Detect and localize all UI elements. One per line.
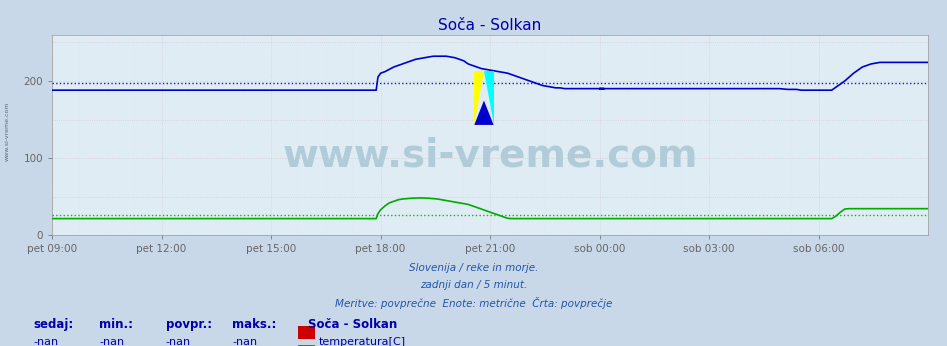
Text: Soča - Solkan: Soča - Solkan [308,318,397,331]
Text: maks.:: maks.: [232,318,277,331]
Text: Meritve: povprečne  Enote: metrične  Črta: povprečje: Meritve: povprečne Enote: metrične Črta:… [335,297,612,309]
Text: -nan: -nan [232,337,258,346]
Text: www.si-vreme.com: www.si-vreme.com [282,136,698,174]
Text: min.:: min.: [99,318,134,331]
Text: www.si-vreme.com: www.si-vreme.com [5,102,10,161]
Text: zadnji dan / 5 minut.: zadnji dan / 5 minut. [420,281,527,290]
Title: Soča - Solkan: Soča - Solkan [438,18,542,34]
Text: temperatura[C]: temperatura[C] [319,337,406,346]
Text: -nan: -nan [99,337,125,346]
Polygon shape [474,101,493,125]
Text: Slovenija / reke in morje.: Slovenija / reke in morje. [409,263,538,273]
Text: sedaj:: sedaj: [33,318,74,331]
Polygon shape [474,71,484,125]
Polygon shape [484,71,493,125]
Text: -nan: -nan [33,337,59,346]
Text: povpr.:: povpr.: [166,318,212,331]
Text: -nan: -nan [166,337,191,346]
